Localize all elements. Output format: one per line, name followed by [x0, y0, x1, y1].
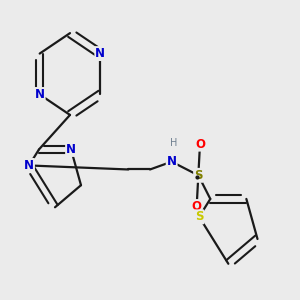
Text: O: O	[195, 138, 205, 151]
Text: N: N	[66, 143, 76, 156]
Text: N: N	[35, 88, 45, 101]
Text: O: O	[192, 200, 202, 213]
Text: S: S	[194, 169, 202, 182]
Text: H: H	[169, 138, 177, 148]
Text: N: N	[24, 159, 34, 172]
Text: N: N	[95, 47, 105, 60]
Text: N: N	[167, 155, 177, 168]
Text: S: S	[195, 210, 203, 223]
